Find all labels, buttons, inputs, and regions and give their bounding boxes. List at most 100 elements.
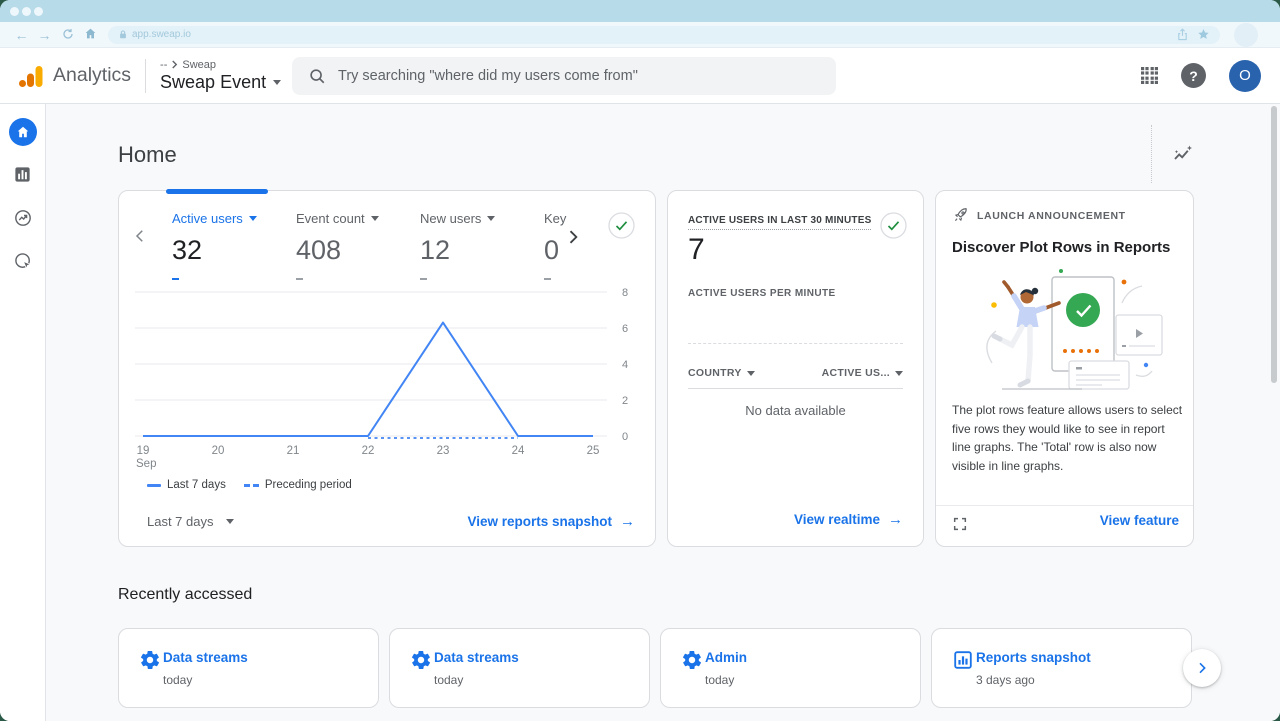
- browser-titlebar: [0, 0, 1280, 22]
- browser-toolbar: ← → app.sweap.io: [0, 22, 1280, 48]
- svg-text:20: 20: [212, 445, 225, 457]
- scrollbar[interactable]: [1271, 106, 1277, 383]
- brand-name: Analytics: [53, 64, 132, 86]
- help-icon[interactable]: ?: [1181, 63, 1206, 88]
- arrow-right-icon: →: [620, 513, 635, 530]
- property-name: Sweap Event: [160, 71, 267, 92]
- chevron-right-icon: [1199, 662, 1206, 674]
- apps-grid-icon[interactable]: [1141, 67, 1158, 84]
- announcement-body: The plot rows feature allows users to se…: [952, 403, 1183, 473]
- realtime-check-icon[interactable]: [880, 212, 907, 239]
- reload-icon[interactable]: [56, 27, 79, 43]
- chevron-down-icon: [273, 79, 282, 85]
- bar-chart-icon: [954, 651, 972, 669]
- search-icon: [310, 69, 325, 84]
- active-users-column-header[interactable]: ACTIVE US...: [822, 367, 903, 379]
- svg-text:23: 23: [437, 445, 450, 457]
- lock-icon: [120, 30, 126, 39]
- insights-icon: [1174, 145, 1192, 160]
- expand-icon[interactable]: [952, 516, 968, 532]
- search-bar[interactable]: [292, 57, 836, 95]
- browser-profile-avatar[interactable]: [1234, 22, 1258, 47]
- account-avatar[interactable]: O: [1229, 59, 1261, 92]
- forward-icon[interactable]: →: [37, 26, 52, 43]
- search-input[interactable]: [338, 68, 820, 84]
- active-metric-indicator: [166, 189, 268, 194]
- home-icon: [17, 126, 28, 137]
- announcement-card: LAUNCH ANNOUNCEMENT Discover Plot Rows i…: [935, 190, 1194, 547]
- legend-dashed: Preceding period: [243, 479, 352, 491]
- sidebar: [0, 104, 46, 721]
- recently-accessed-title: Recently accessed: [118, 586, 253, 603]
- svg-text:24: 24: [512, 445, 525, 457]
- recent-card-admin[interactable]: Admin today: [660, 628, 921, 708]
- view-reports-snapshot-link[interactable]: View reports snapshot →: [467, 513, 635, 530]
- svg-text:4: 4: [622, 359, 628, 371]
- metrics-next-icon[interactable]: [563, 227, 583, 247]
- metric-key[interactable]: Key 0: [544, 211, 668, 280]
- chevron-down-icon: [248, 216, 257, 221]
- chart-legend: Last 7 days Preceding period: [147, 479, 352, 491]
- realtime-card: ACTIVE USERS IN LAST 30 MINUTES 7 ACTIVE…: [667, 190, 924, 547]
- svg-text:25: 25: [587, 445, 600, 457]
- window-close-button[interactable]: [10, 6, 19, 16]
- insights-button[interactable]: [1151, 125, 1195, 183]
- sidebar-item-home[interactable]: [8, 117, 37, 146]
- arrow-right-icon: →: [888, 511, 903, 528]
- realtime-subtitle: ACTIVE USERS PER MINUTE: [688, 288, 836, 299]
- breadcrumb: -- Sweap: [160, 58, 216, 71]
- gear-icon: [411, 651, 431, 669]
- chevron-down-icon: [487, 216, 496, 221]
- url-text: app.sweap.io: [132, 29, 191, 40]
- announcement-illustration: [986, 269, 1163, 390]
- metric-list: Active users 32 Event count 408 New users 12 K…: [172, 211, 668, 280]
- recent-card-reports-snapshot[interactable]: Reports snapshot 3 days ago: [931, 628, 1192, 708]
- back-icon[interactable]: ←: [14, 26, 29, 43]
- per-minute-chart-baseline: [688, 343, 903, 344]
- benchmark-check-icon[interactable]: [608, 212, 635, 239]
- recent-card-data-streams[interactable]: Data streams today: [118, 628, 379, 708]
- no-data-message: No data available: [745, 403, 846, 418]
- announcement-tag: LAUNCH ANNOUNCEMENT: [977, 209, 1126, 222]
- analytics-header: Analytics -- Sweap Sweap Event: [0, 48, 1280, 104]
- view-realtime-link[interactable]: View realtime →: [793, 511, 903, 528]
- share-icon[interactable]: [1176, 28, 1189, 41]
- sidebar-item-advertising[interactable]: [13, 251, 33, 271]
- recent-next-button[interactable]: [1183, 649, 1221, 687]
- svg-text:2: 2: [622, 395, 628, 407]
- overview-card: Active users 32 Event count 408 New users 12 K…: [118, 189, 656, 547]
- svg-text:19: 19: [137, 445, 150, 457]
- analytics-logo[interactable]: Analytics: [0, 63, 131, 89]
- metric-new-users[interactable]: New users 12: [420, 211, 544, 280]
- svg-text:6: 6: [622, 323, 628, 335]
- property-selector[interactable]: -- Sweap Sweap Event: [160, 58, 282, 93]
- rocket-icon: [954, 208, 967, 222]
- metric-event-count[interactable]: Event count 408: [296, 211, 420, 280]
- svg-text:Sep: Sep: [136, 458, 156, 470]
- browser-home-icon[interactable]: [79, 27, 102, 43]
- window-zoom-button[interactable]: [34, 6, 43, 16]
- gear-icon: [140, 651, 160, 669]
- sidebar-item-reports[interactable]: [13, 165, 32, 184]
- svg-text:22: 22: [362, 445, 375, 457]
- address-bar[interactable]: app.sweap.io: [108, 25, 1220, 44]
- metric-active-users[interactable]: Active users 32: [172, 211, 296, 280]
- metrics-prev-icon[interactable]: [131, 227, 149, 245]
- gear-icon: [682, 651, 702, 669]
- country-column-header[interactable]: COUNTRY: [688, 367, 755, 379]
- header-divider: [145, 58, 147, 93]
- table-divider: [688, 388, 903, 389]
- date-range-select[interactable]: Last 7 days: [147, 514, 234, 529]
- view-feature-link[interactable]: View feature: [1099, 513, 1179, 528]
- chevron-down-icon: [370, 216, 379, 221]
- window-minimize-button[interactable]: [22, 6, 31, 16]
- recent-card-data-streams[interactable]: Data streams today: [389, 628, 650, 708]
- page-title: Home: [118, 142, 177, 167]
- sidebar-item-explore[interactable]: [13, 208, 33, 228]
- analytics-logo-icon: [19, 65, 43, 87]
- bookmark-star-icon[interactable]: [1197, 28, 1210, 41]
- legend-solid: Last 7 days: [147, 479, 226, 491]
- realtime-value: 7: [688, 233, 705, 266]
- recently-accessed-row: Data streams today Data streams today Admin t…: [118, 628, 1192, 708]
